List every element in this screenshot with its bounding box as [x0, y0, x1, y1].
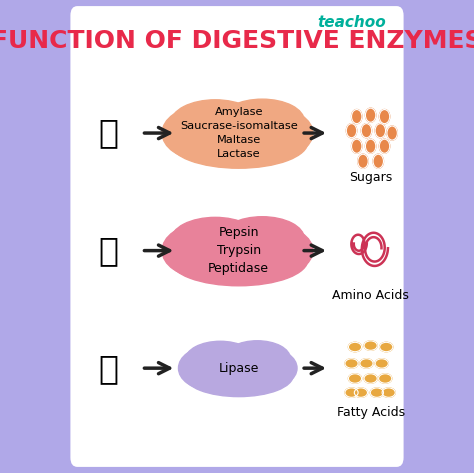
Ellipse shape [379, 374, 392, 383]
Ellipse shape [194, 224, 283, 263]
Ellipse shape [204, 346, 273, 378]
Ellipse shape [364, 341, 377, 350]
Text: Sugars: Sugars [349, 171, 392, 184]
Circle shape [361, 123, 372, 138]
Ellipse shape [179, 347, 239, 389]
Text: Lipase: Lipase [219, 362, 259, 375]
Ellipse shape [171, 100, 260, 146]
Ellipse shape [236, 226, 313, 276]
Ellipse shape [370, 388, 383, 397]
Ellipse shape [171, 218, 260, 263]
Ellipse shape [380, 342, 393, 352]
Ellipse shape [185, 341, 255, 378]
Text: Pepsin
Trypsin
Peptidase: Pepsin Trypsin Peptidase [208, 226, 269, 275]
Ellipse shape [170, 116, 308, 168]
Ellipse shape [354, 388, 367, 397]
FancyBboxPatch shape [71, 6, 403, 467]
Ellipse shape [220, 99, 304, 143]
Circle shape [375, 123, 385, 138]
Text: Amylase
Saucrase-isomaltase
Maltase
Lactase: Amylase Saucrase-isomaltase Maltase Lact… [180, 107, 298, 159]
Circle shape [352, 110, 362, 123]
Ellipse shape [360, 359, 373, 368]
Circle shape [387, 126, 397, 140]
Circle shape [365, 108, 376, 122]
Circle shape [373, 154, 383, 168]
Ellipse shape [237, 348, 297, 388]
Ellipse shape [220, 217, 304, 260]
Ellipse shape [177, 227, 301, 275]
Text: Amino Acids: Amino Acids [332, 289, 409, 302]
Circle shape [346, 123, 357, 138]
Circle shape [379, 139, 390, 153]
Ellipse shape [190, 349, 287, 387]
Ellipse shape [345, 388, 358, 397]
Ellipse shape [170, 233, 308, 286]
Text: teachoo: teachoo [318, 16, 386, 30]
Text: FUNCTION OF DIGESTIVE ENZYMES: FUNCTION OF DIGESTIVE ENZYMES [0, 29, 474, 53]
Ellipse shape [236, 108, 313, 158]
Circle shape [365, 139, 376, 153]
Text: 🥖: 🥖 [99, 116, 118, 149]
Ellipse shape [224, 341, 290, 376]
Ellipse shape [348, 374, 362, 383]
Text: Fatty Acids: Fatty Acids [337, 406, 405, 420]
Circle shape [352, 139, 362, 153]
Ellipse shape [345, 359, 358, 368]
Ellipse shape [177, 109, 301, 157]
Ellipse shape [382, 388, 395, 397]
Ellipse shape [162, 107, 239, 159]
Text: 🍗: 🍗 [99, 234, 118, 267]
Text: 🧪: 🧪 [99, 351, 118, 385]
Ellipse shape [364, 374, 377, 383]
Ellipse shape [348, 342, 362, 352]
Ellipse shape [162, 224, 239, 277]
Ellipse shape [194, 106, 283, 146]
Circle shape [379, 110, 390, 123]
Circle shape [358, 154, 368, 168]
Ellipse shape [184, 354, 293, 397]
Ellipse shape [375, 359, 388, 368]
